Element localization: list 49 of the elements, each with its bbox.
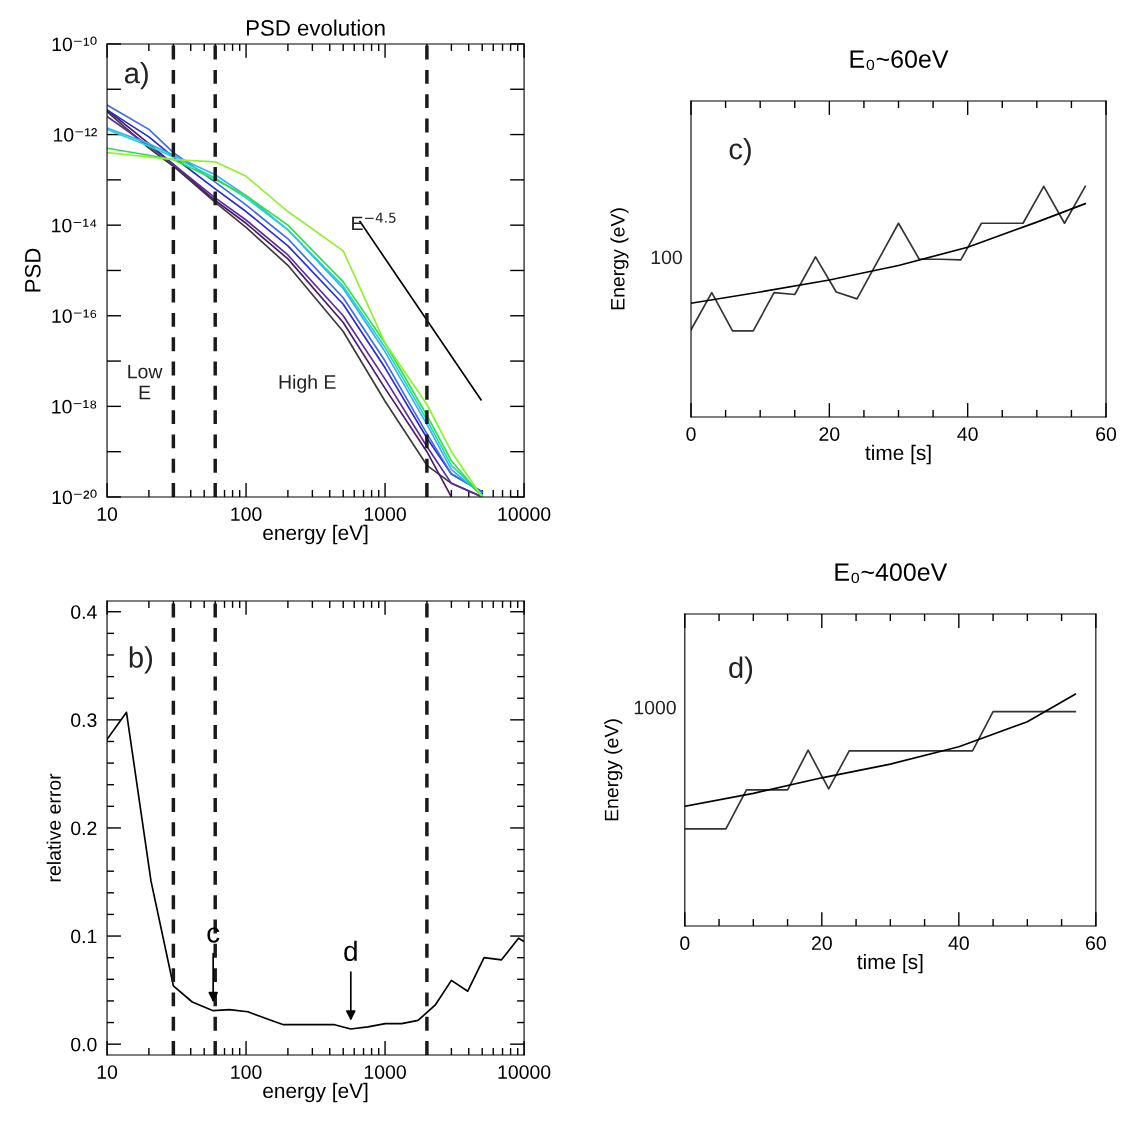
x-tick-label: 10000	[498, 507, 551, 521]
annotation: Low E	[128, 364, 163, 400]
y-tick-label: 0.2	[71, 821, 97, 836]
annotation: c	[207, 927, 220, 943]
x-axis-title: time [s]	[865, 444, 931, 465]
y-axis-title: Energy (eV)	[610, 208, 629, 310]
x-tick-label: 10	[97, 507, 118, 521]
x-tick-label: 1000	[364, 507, 406, 521]
text: 1000	[634, 700, 676, 715]
x-tick-label: 10000	[498, 1065, 551, 1079]
y-tick-label: 0.0	[71, 1037, 97, 1052]
x-axis-title: energy [eV]	[263, 1082, 368, 1103]
text: 100	[651, 250, 682, 265]
x-tick-label: 40	[957, 427, 978, 441]
annotation: d	[344, 940, 357, 962]
x-axis-title: energy [eV]	[263, 524, 368, 545]
annotation: a)	[124, 62, 148, 90]
y-tick-label: 0.3	[71, 713, 97, 728]
annotation: High E	[279, 374, 336, 393]
y-axis-title: PSD	[24, 248, 41, 292]
x-tick-label: 20	[811, 936, 832, 951]
x-tick-label: 40	[948, 936, 969, 951]
x-tick-label: 100	[231, 507, 262, 521]
y-tick-label: 0.1	[71, 929, 97, 944]
x-tick-label: 100	[231, 1065, 262, 1079]
y-tick-label: 10⁻¹⁸	[52, 399, 97, 414]
x-tick-label: 60	[1086, 936, 1106, 951]
x-tick-label: 1000	[364, 1065, 406, 1079]
x-tick-label: 0	[680, 936, 690, 951]
text: d)	[729, 656, 753, 684]
x-axis-title: time [s]	[857, 953, 923, 974]
y-tick-label: 10⁻¹⁴	[52, 218, 97, 233]
chart-title: E₀~400eV	[835, 563, 948, 583]
y-tick-label: 10⁻¹⁶	[52, 309, 97, 323]
text: c)	[729, 137, 751, 166]
x-tick-label: 20	[819, 427, 840, 441]
x-tick-label: 0	[686, 427, 696, 441]
y-tick-label: 10⁻¹⁰	[52, 36, 97, 52]
y-tick-label: 10⁻²⁰	[52, 489, 97, 505]
y-axis-title: Energy (eV)	[604, 719, 623, 821]
annotation: b)	[129, 646, 153, 674]
annotation: E$^{−4.5}$	[352, 212, 396, 231]
y-tick-label: 0.4	[71, 605, 97, 619]
x-tick-label: 10	[97, 1065, 118, 1079]
x-tick-label: 60	[1096, 427, 1117, 441]
y-tick-label: 10⁻¹²	[53, 128, 97, 142]
chart-title: E₀~60eV	[850, 50, 949, 70]
y-axis-title: relative error	[46, 773, 61, 882]
chart-title: PSD evolution	[246, 19, 385, 36]
